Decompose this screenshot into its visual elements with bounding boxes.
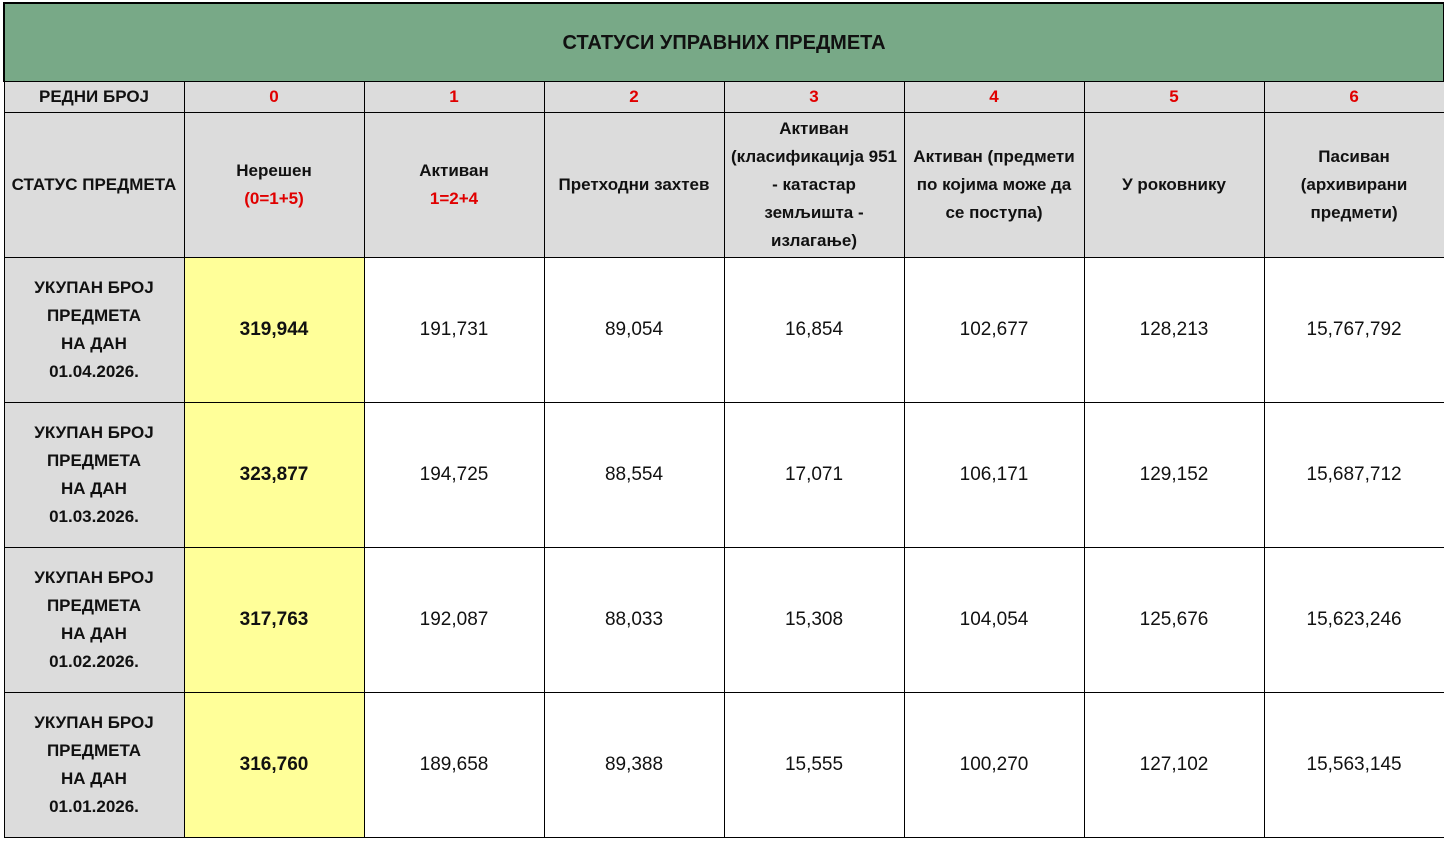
table-row: УКУПАН БРОЈ ПРЕДМЕТА НА ДАН 01.04.2026. 319,…	[3, 257, 1444, 403]
column-formula: (0=1+5)	[244, 189, 304, 208]
header-row: СТАТУС ПРЕДМЕТА Нерешен (0=1+5) Активан 1=2…	[3, 112, 1444, 258]
row-label-line: ПРЕДМЕТА	[46, 596, 142, 615]
table-row: УКУПАН БРОЈ ПРЕДМЕТА НА ДАН 01.02.2026. 317,…	[3, 547, 1444, 693]
column-title: Активан (предмети по којима може да се п…	[913, 147, 1075, 222]
value-cell: 192,087	[363, 547, 545, 693]
column-header: Претходни захтев	[543, 112, 725, 258]
value-cell: 125,676	[1083, 547, 1265, 693]
column-number: 6	[1263, 81, 1444, 113]
unresolved-total-cell: 317,763	[183, 547, 365, 693]
row-label-line: НА ДАН	[61, 334, 127, 353]
value-cell: 89,054	[543, 257, 725, 403]
column-title: Пасиван (архивирани предмети)	[1300, 147, 1408, 222]
row-label-line: 01.03.2026.	[49, 507, 139, 526]
row-label-line: НА ДАН	[61, 769, 127, 788]
column-title: Активан (класификација 951 - катастар зе…	[731, 119, 897, 250]
value-cell: 129,152	[1083, 402, 1265, 548]
row-label-line: УКУПАН БРОЈ	[34, 568, 154, 587]
table-row: УКУПАН БРОЈ ПРЕДМЕТА НА ДАН 01.01.2026. 316,…	[3, 692, 1444, 838]
value-cell: 16,854	[723, 257, 905, 403]
row-label-line: НА ДАН	[61, 624, 127, 643]
column-header: Нерешен (0=1+5)	[183, 112, 365, 258]
row-label-line: 01.04.2026.	[49, 362, 139, 381]
value-cell: 89,388	[543, 692, 725, 838]
row-label-line: НА ДАН	[61, 479, 127, 498]
row-label-line: ПРЕДМЕТА	[46, 451, 142, 470]
column-number: 2	[543, 81, 725, 113]
row-label-line: ПРЕДМЕТА	[46, 306, 142, 325]
header-row-label: СТАТУС ПРЕДМЕТА	[3, 112, 185, 258]
value-cell: 88,033	[543, 547, 725, 693]
column-header: Активан (предмети по којима може да се п…	[903, 112, 1085, 258]
value-cell: 15,563,145	[1263, 692, 1444, 838]
value-cell: 127,102	[1083, 692, 1265, 838]
row-label: УКУПАН БРОЈ ПРЕДМЕТА НА ДАН 01.04.2026.	[3, 257, 185, 403]
value-cell: 189,658	[363, 692, 545, 838]
table-row: УКУПАН БРОЈ ПРЕДМЕТА НА ДАН 01.03.2026. 323,…	[3, 402, 1444, 548]
value-cell: 15,555	[723, 692, 905, 838]
column-number: 1	[363, 81, 545, 113]
row-label-line: УКУПАН БРОЈ	[34, 278, 154, 297]
title-row: СТАТУСИ УПРАВНИХ ПРЕДМЕТА	[2, 2, 1444, 82]
column-header: Пасиван (архивирани предмети)	[1263, 112, 1444, 258]
value-cell: 106,171	[903, 402, 1085, 548]
value-cell: 15,687,712	[1263, 402, 1444, 548]
value-cell: 194,725	[363, 402, 545, 548]
column-number: 4	[903, 81, 1085, 113]
value-cell: 88,554	[543, 402, 725, 548]
value-cell: 15,308	[723, 547, 905, 693]
row-label-line: ПРЕДМЕТА	[46, 741, 142, 760]
value-cell: 128,213	[1083, 257, 1265, 403]
row-label: УКУПАН БРОЈ ПРЕДМЕТА НА ДАН 01.02.2026.	[3, 547, 185, 693]
row-label-line: УКУПАН БРОЈ	[34, 423, 154, 442]
column-header: Активан 1=2+4	[363, 112, 545, 258]
row-label-line: 01.02.2026.	[49, 652, 139, 671]
number-row-label: РЕДНИ БРОЈ	[3, 81, 185, 113]
value-cell: 15,767,792	[1263, 257, 1444, 403]
column-title: Претходни захтев	[558, 175, 710, 194]
row-label-line: 01.01.2026.	[49, 797, 139, 816]
unresolved-total-cell: 323,877	[183, 402, 365, 548]
value-cell: 104,054	[903, 547, 1085, 693]
value-cell: 17,071	[723, 402, 905, 548]
column-number: 5	[1083, 81, 1265, 113]
column-title: Активан	[419, 161, 489, 180]
value-cell: 100,270	[903, 692, 1085, 838]
row-label-line: УКУПАН БРОЈ	[34, 713, 154, 732]
value-cell: 191,731	[363, 257, 545, 403]
unresolved-total-cell: 316,760	[183, 692, 365, 838]
row-label: УКУПАН БРОЈ ПРЕДМЕТА НА ДАН 01.03.2026.	[3, 402, 185, 548]
value-cell: 15,623,246	[1263, 547, 1444, 693]
column-number: 3	[723, 81, 905, 113]
column-number: 0	[183, 81, 365, 113]
column-header: У роковнику	[1083, 112, 1265, 258]
table-title: СТАТУСИ УПРАВНИХ ПРЕДМЕТА	[2, 2, 1444, 82]
column-formula: 1=2+4	[429, 189, 479, 208]
unresolved-total-cell: 319,944	[183, 257, 365, 403]
column-title: Нерешен	[236, 161, 312, 180]
value-cell: 102,677	[903, 257, 1085, 403]
row-label: УКУПАН БРОЈ ПРЕДМЕТА НА ДАН 01.01.2026.	[3, 692, 185, 838]
column-title: У роковнику	[1122, 175, 1226, 194]
column-header: Активан (класификација 951 - катастар зе…	[723, 112, 905, 258]
